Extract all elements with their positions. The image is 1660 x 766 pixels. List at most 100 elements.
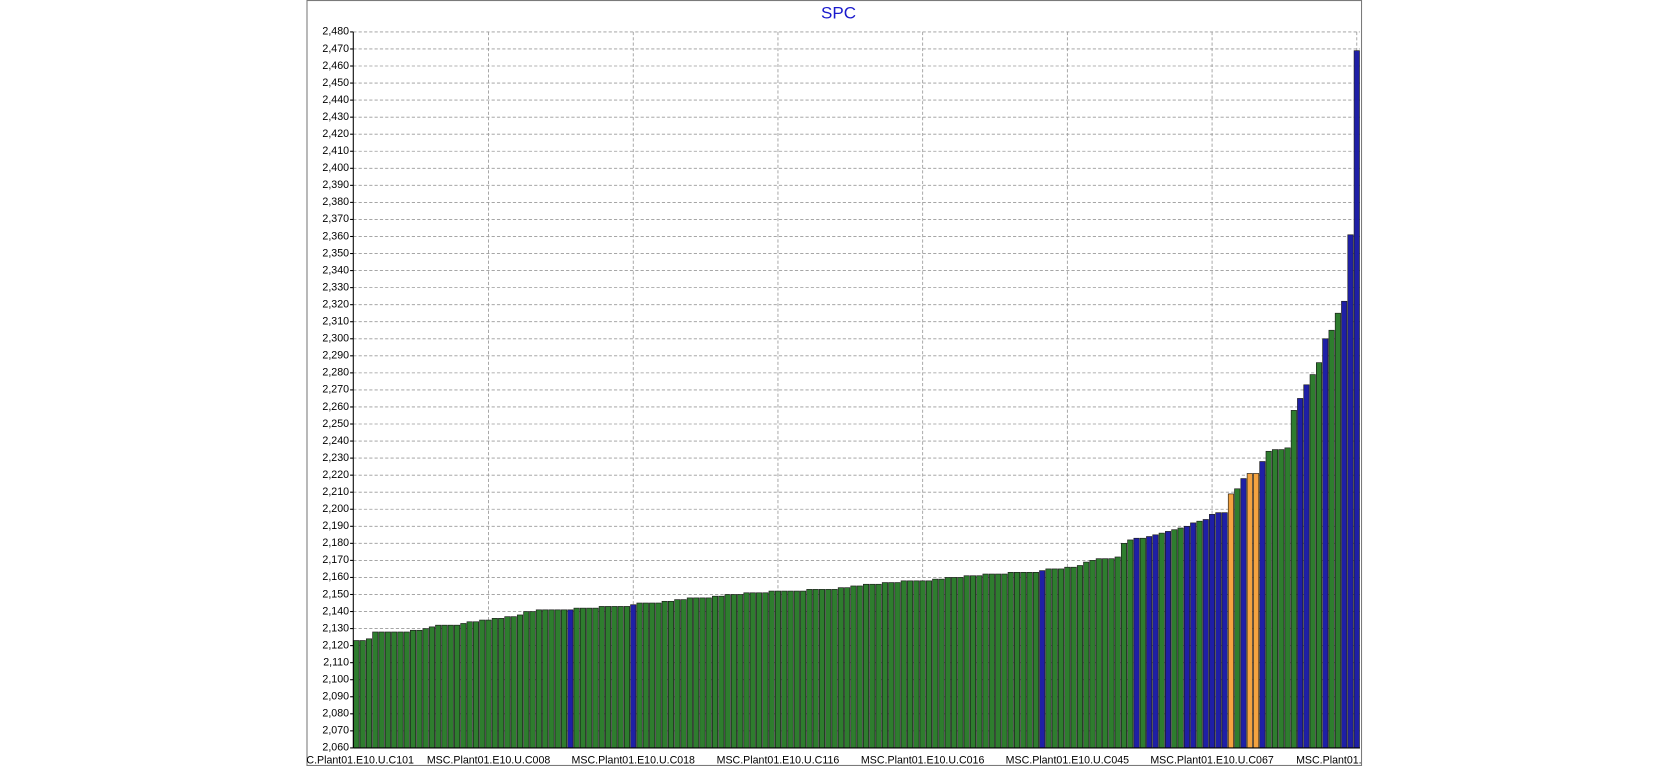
- bar: [422, 628, 429, 749]
- bar: [617, 606, 624, 749]
- bar: [359, 640, 366, 749]
- bar: [1108, 558, 1115, 749]
- bar: [460, 623, 467, 749]
- bar: [806, 589, 813, 749]
- bar: [995, 573, 1002, 749]
- bar: [592, 607, 599, 749]
- bar: [825, 589, 832, 749]
- bar: [372, 631, 379, 749]
- bar: [1158, 532, 1165, 749]
- y-tick-label: 2,190: [322, 520, 349, 532]
- bar: [1209, 514, 1216, 749]
- bar: [1290, 410, 1297, 749]
- bar: [1328, 329, 1335, 749]
- bar: [611, 606, 618, 749]
- bar: [1246, 473, 1253, 749]
- bar: [938, 578, 945, 749]
- bar: [774, 590, 781, 749]
- bar: [737, 594, 744, 749]
- bar: [504, 616, 511, 749]
- bar: [636, 602, 643, 749]
- y-tick-label: 2,140: [322, 605, 349, 617]
- bar: [573, 607, 580, 749]
- bar: [365, 638, 373, 749]
- bar: [397, 631, 404, 749]
- bar: [1234, 488, 1241, 749]
- y-tick-label: 2,420: [322, 128, 349, 140]
- x-tick-label: MSC.Plant01.E10.U.C018: [572, 754, 696, 766]
- y-tick-label: 2,260: [322, 401, 349, 413]
- y-tick-label: 2,110: [323, 656, 349, 668]
- bar: [1026, 572, 1033, 749]
- bar: [894, 582, 901, 749]
- bar: [516, 614, 524, 749]
- bar: [1221, 512, 1228, 749]
- bar: [863, 583, 870, 749]
- bar: [963, 575, 970, 749]
- bar: [869, 583, 876, 749]
- bar: [1253, 473, 1260, 749]
- bar: [579, 607, 586, 749]
- bar: [1083, 561, 1090, 749]
- y-tick-label: 2,290: [322, 350, 349, 362]
- bar: [686, 597, 693, 749]
- y-tick-label: 2,090: [322, 691, 349, 703]
- bar: [1165, 531, 1172, 749]
- bar: [724, 594, 731, 749]
- y-tick-label: 2,480: [322, 26, 349, 38]
- x-tick-label: MSC.Plant01.E: [1296, 754, 1369, 766]
- bar: [535, 609, 542, 749]
- y-tick-label: 2,340: [322, 264, 349, 276]
- bar: [667, 600, 675, 749]
- y-tick-label: 2,250: [322, 418, 349, 430]
- y-tick-label: 2,330: [322, 281, 349, 293]
- y-tick-label: 2,400: [322, 162, 349, 174]
- bar: [743, 592, 750, 749]
- y-tick-label: 2,350: [322, 247, 349, 259]
- bar: [441, 624, 448, 749]
- bar: [1076, 565, 1083, 749]
- bar: [1316, 362, 1323, 749]
- y-tick-label: 2,460: [322, 60, 349, 72]
- y-tick-label: 2,440: [322, 94, 349, 106]
- y-tick-label: 2,370: [322, 213, 349, 225]
- bar: [1064, 566, 1071, 749]
- bar: [466, 621, 473, 749]
- bar: [1215, 512, 1222, 749]
- y-tick-label: 2,170: [322, 554, 349, 566]
- bar: [712, 595, 719, 749]
- y-tick-label: 2,430: [322, 111, 349, 123]
- bar: [768, 590, 775, 749]
- bar: [630, 604, 637, 749]
- bar: [642, 602, 649, 749]
- bar: [1259, 461, 1266, 749]
- y-tick-label: 2,450: [322, 77, 349, 89]
- bar: [554, 609, 561, 749]
- bar: [1070, 566, 1077, 749]
- x-tick-label: MSC.Plant01.E10.U.C008: [427, 754, 551, 766]
- bar: [1284, 447, 1291, 749]
- bar: [1177, 527, 1184, 749]
- y-tick-label: 2,070: [322, 725, 349, 737]
- bar: [410, 629, 417, 749]
- bar: [1271, 449, 1279, 749]
- bar: [510, 616, 517, 749]
- bar: [1120, 543, 1128, 749]
- bar: [1039, 570, 1046, 749]
- bar: [485, 619, 492, 749]
- bar: [674, 599, 681, 749]
- bar: [598, 606, 605, 749]
- bar: [1032, 572, 1039, 749]
- y-tick-label: 2,160: [322, 571, 349, 583]
- bar: [850, 585, 857, 749]
- bar: [1051, 568, 1058, 749]
- x-tick-label: MSC.Plant01.E10.U.C045: [1006, 754, 1130, 766]
- bar: [1095, 558, 1102, 749]
- bar: [1353, 50, 1360, 749]
- y-tick-label: 2,210: [322, 486, 349, 498]
- y-tick-label: 2,270: [322, 384, 349, 396]
- bar: [944, 577, 951, 749]
- y-tick-label: 2,220: [322, 469, 349, 481]
- bar: [1297, 398, 1304, 749]
- bar: [529, 611, 536, 749]
